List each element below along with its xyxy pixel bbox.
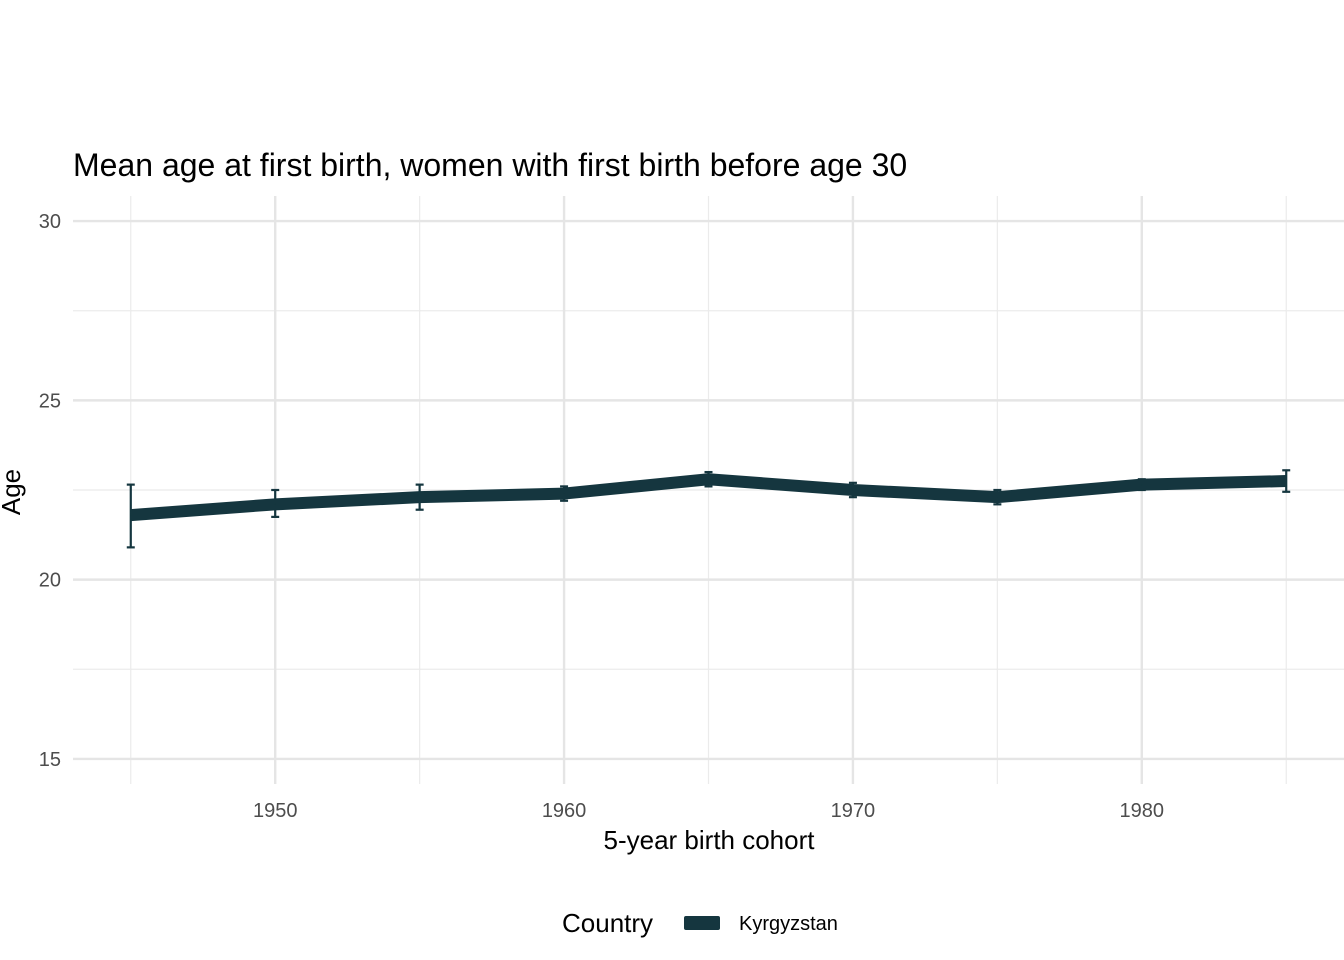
data-point [708,478,709,480]
data-point [563,493,565,495]
data-point [996,496,998,498]
y-tick-label: 25 [39,390,61,412]
legend-title: Country [562,908,653,938]
data-point [1141,484,1143,486]
chart-title: Mean age at first birth, women with firs… [73,147,907,183]
y-tick-label: 20 [39,570,61,592]
y-axis-ticks: 15 20 25 30 [39,211,61,771]
data-point [274,503,276,505]
legend-key-kyrgyzstan [684,916,720,930]
x-tick-label: 1960 [542,800,587,822]
legend-label-kyrgyzstan: Kyrgyzstan [739,913,838,935]
data-point [852,489,854,491]
data-point [1285,480,1287,482]
x-tick-label: 1950 [253,800,298,822]
y-tick-label: 15 [39,749,61,771]
series-layer [126,469,1291,549]
data-point [419,496,421,498]
x-axis-title: 5-year birth cohort [604,825,816,855]
data-point [130,514,132,516]
error-bar [126,483,135,549]
x-axis-ticks: 1950 1960 1970 1980 [253,800,1164,822]
x-tick-label: 1970 [831,800,876,822]
x-tick-label: 1980 [1120,800,1165,822]
legend: Country Kyrgyzstan [562,908,838,938]
y-axis-title: Age [0,469,26,515]
y-tick-label: 30 [39,211,61,233]
